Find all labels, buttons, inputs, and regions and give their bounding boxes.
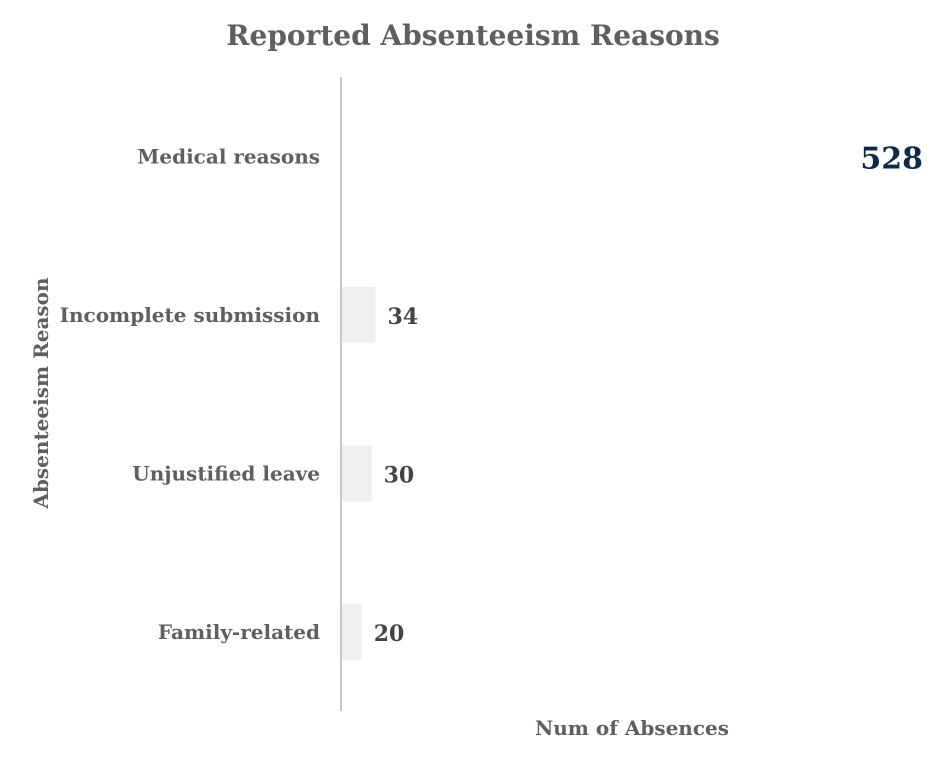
category-label-3: Family-related xyxy=(158,620,320,644)
category-label-1: Incomplete submission xyxy=(60,303,321,327)
category-label-2: Unjustified leave xyxy=(132,461,320,485)
category-labels-group: Medical reasons Incomplete submission Unju… xyxy=(60,144,321,644)
x-axis-title: Num of Absences xyxy=(535,716,729,740)
bar-1 xyxy=(342,286,376,343)
data-label-3: 20 xyxy=(374,621,405,647)
data-labels-group: 528 34 30 20 xyxy=(374,141,923,647)
data-label-0: 528 xyxy=(860,141,923,176)
bar-2 xyxy=(342,445,372,502)
data-label-2: 30 xyxy=(384,462,415,488)
bars-group xyxy=(342,286,376,660)
category-label-0: Medical reasons xyxy=(137,144,320,168)
bar-3 xyxy=(342,603,362,660)
data-label-1: 34 xyxy=(388,304,419,330)
y-axis-title: Absenteeism Reason xyxy=(29,277,53,510)
chart-title: Reported Absenteeism Reasons xyxy=(226,19,720,52)
